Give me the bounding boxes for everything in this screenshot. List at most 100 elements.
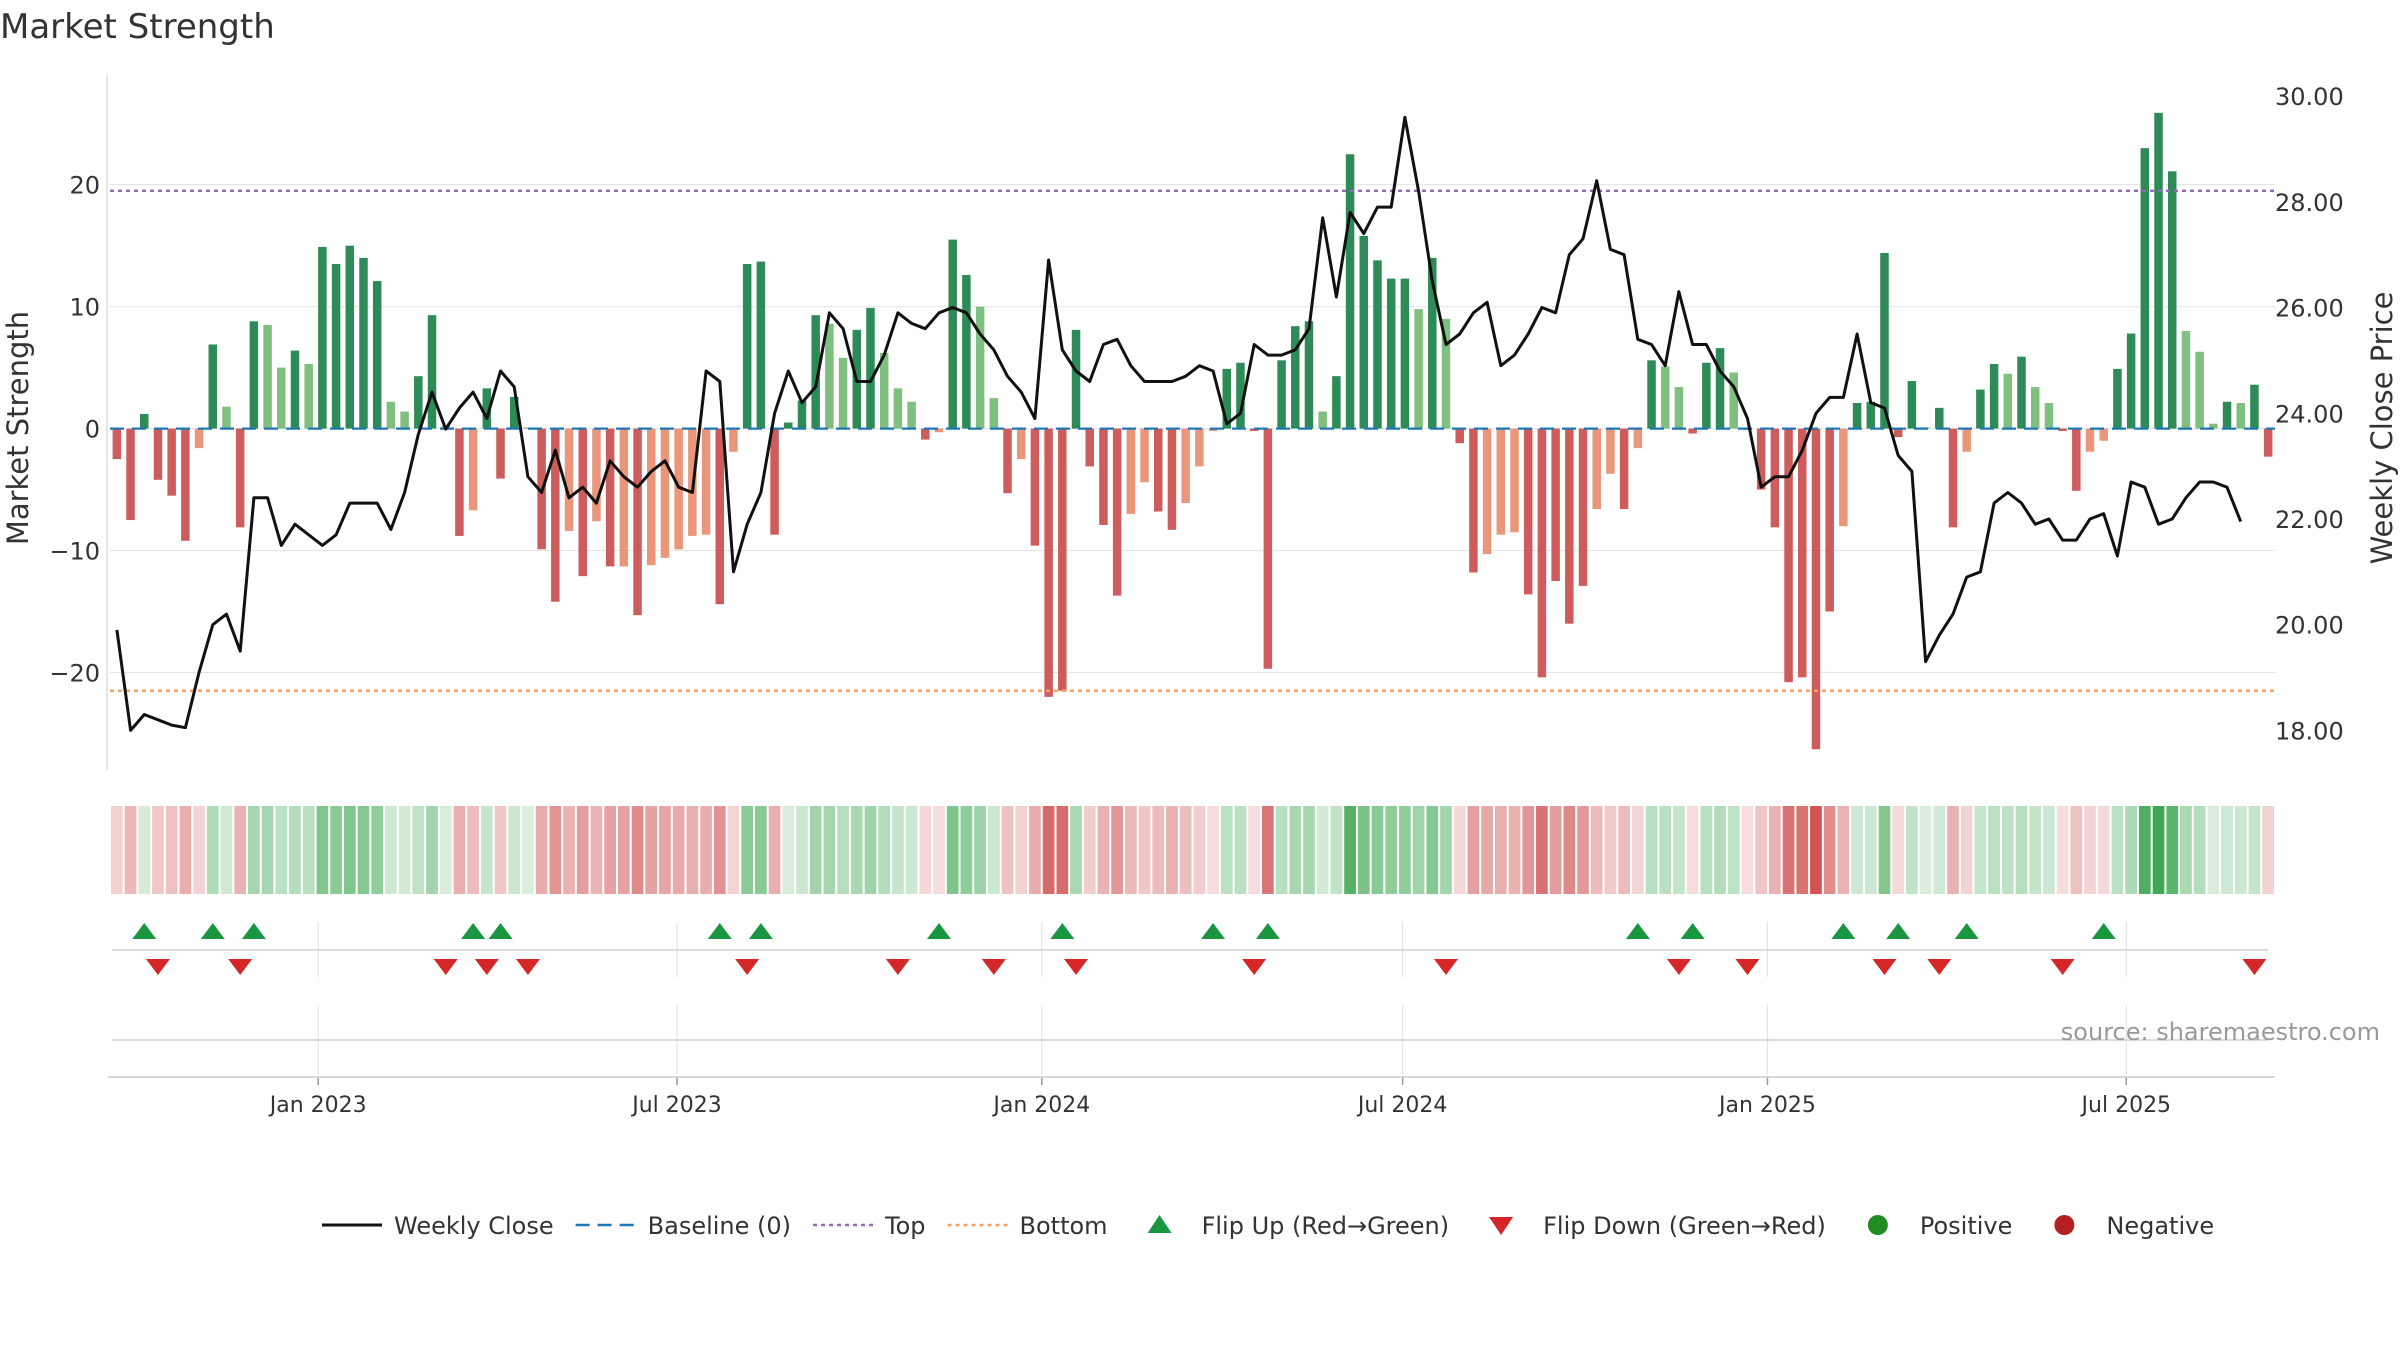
heat-cell: [1453, 806, 1466, 894]
strength-bar: [660, 428, 670, 558]
strength-bar: [989, 398, 999, 429]
strength-bar: [1523, 428, 1533, 595]
strength-bar: [181, 428, 190, 541]
heat-cell: [1960, 806, 1973, 894]
flip-down-marker: [2242, 959, 2267, 975]
heat-cell: [782, 806, 795, 894]
strength-bar: [907, 401, 916, 429]
x-tick-label: Jul 2024: [1356, 1093, 1448, 1118]
heat-cell: [1686, 806, 1699, 894]
heat-cell: [1577, 806, 1589, 894]
flip-up-marker: [241, 923, 266, 939]
heat-cell: [426, 806, 438, 894]
heat-cell: [2001, 806, 2014, 894]
heat-cell: [1083, 806, 1096, 894]
flip-down-marker: [515, 959, 540, 975]
heat-cell: [987, 806, 1000, 894]
heat-cell: [1769, 806, 1781, 894]
y2-tick-label: 28.00: [2275, 189, 2344, 217]
heat-cell: [1536, 806, 1548, 894]
heat-cell: [755, 806, 767, 894]
flip-down-marker: [474, 959, 499, 975]
strength-bar: [1496, 428, 1506, 535]
heat-cell: [1042, 806, 1055, 894]
legend-item: Flip Down (Green→Red): [1489, 1212, 1826, 1240]
heat-cell: [412, 806, 425, 894]
heat-cell: [1659, 806, 1672, 894]
legend-label: Weekly Close: [394, 1212, 554, 1240]
strength-bar: [235, 428, 245, 528]
heat-cell: [2097, 806, 2110, 894]
strength-bar: [1345, 154, 1355, 429]
heat-cell: [1344, 806, 1356, 894]
strength-bar: [2167, 171, 2177, 429]
y2-tick-label: 24.00: [2275, 400, 2344, 428]
heat-cell: [837, 806, 849, 894]
heat-cell: [343, 806, 356, 894]
heat-cell: [2248, 806, 2261, 894]
heat-cell: [878, 806, 891, 894]
strength-bar: [167, 428, 176, 496]
heat-cell: [1207, 806, 1219, 894]
heat-cell: [604, 806, 616, 894]
heat-cell: [672, 806, 685, 894]
legend-label: Top: [884, 1212, 926, 1240]
heat-cell: [330, 806, 342, 894]
legend-swatch-negative: [2054, 1215, 2075, 1235]
y2-tick-label: 18.00: [2275, 717, 2344, 745]
strength-bar: [1359, 235, 1369, 429]
heat-cell: [124, 806, 137, 894]
heat-cell: [1590, 806, 1603, 894]
heat-cell: [1385, 806, 1398, 894]
strength-bar: [962, 274, 971, 429]
strength-bar: [331, 263, 341, 429]
heat-cell: [741, 806, 754, 894]
heat-cell: [905, 806, 918, 894]
heat-cell: [165, 806, 178, 894]
strength-bar: [838, 357, 848, 429]
strength-bar: [674, 428, 683, 550]
strength-bar: [866, 307, 875, 429]
strength-bar: [400, 411, 409, 429]
heat-cell: [1864, 806, 1877, 894]
heat-cell: [1645, 806, 1658, 894]
strength-bar: [1976, 389, 1985, 429]
heat-cell: [1755, 806, 1768, 894]
strength-bar: [797, 400, 807, 429]
strength-bar: [1784, 428, 1793, 683]
y-tick-label: −20: [49, 659, 100, 687]
strength-bar: [468, 428, 478, 511]
heat-cell: [1974, 806, 1987, 894]
strength-bar: [1304, 321, 1314, 429]
strength-bar: [2140, 148, 2150, 429]
flip-down-marker: [1242, 959, 1267, 975]
strength-bar: [1647, 360, 1656, 429]
strength-bar: [1167, 428, 1177, 530]
strength-bar: [1181, 428, 1190, 503]
heat-cell: [1988, 806, 2000, 894]
heat-cell: [467, 806, 479, 894]
flip-down-marker: [1735, 959, 1760, 975]
heat-cell: [850, 806, 863, 894]
heat-cell: [1714, 806, 1726, 894]
strength-bar: [1565, 428, 1574, 624]
legend-swatch-triangle-down: [1489, 1217, 1514, 1235]
heat-cell: [234, 806, 247, 894]
heat-cell: [796, 806, 808, 894]
strength-bar: [1099, 428, 1108, 525]
heat-cell: [1481, 806, 1493, 894]
heat-cell: [1837, 806, 1850, 894]
flip-up-marker: [707, 923, 732, 939]
heat-cell: [1124, 806, 1137, 894]
strength-bar: [455, 428, 464, 536]
flip-up-marker: [1954, 923, 1979, 939]
heat-cell: [1919, 806, 1932, 894]
strength-bar: [1866, 401, 1876, 429]
strength-bar: [1071, 329, 1081, 429]
strength-bar: [1112, 428, 1122, 596]
heat-cell: [1618, 806, 1630, 894]
strength-bar: [386, 401, 396, 429]
heat-cell: [1823, 806, 1836, 894]
heat-cell: [1810, 806, 1822, 894]
